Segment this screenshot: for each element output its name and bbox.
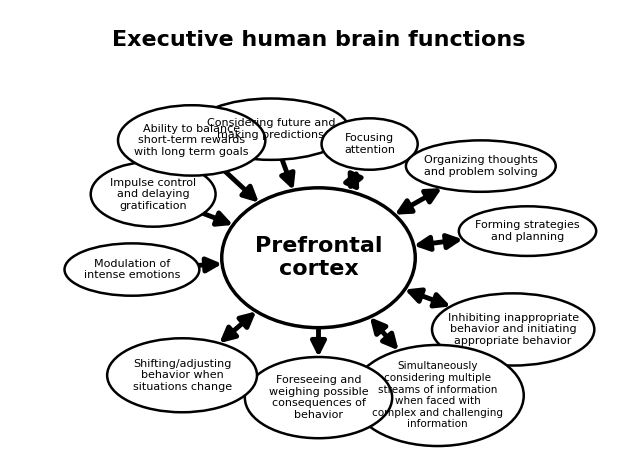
Ellipse shape [459, 206, 596, 256]
FancyArrowPatch shape [312, 328, 325, 352]
FancyArrowPatch shape [203, 213, 228, 224]
Ellipse shape [64, 243, 199, 296]
FancyArrowPatch shape [345, 172, 361, 188]
Ellipse shape [193, 99, 349, 160]
Ellipse shape [406, 141, 555, 192]
FancyArrowPatch shape [199, 259, 217, 271]
Text: Impulse control
and delaying
gratification: Impulse control and delaying gratificati… [110, 178, 196, 211]
Text: Inhibiting inappropriate
behavior and initiating
appropriate behavior: Inhibiting inappropriate behavior and in… [448, 313, 579, 346]
Ellipse shape [222, 188, 415, 328]
FancyArrowPatch shape [224, 315, 252, 340]
Ellipse shape [118, 105, 266, 176]
Text: Simultaneously
considering multiple
streams of information
when faced with
compl: Simultaneously considering multiple stre… [372, 361, 503, 430]
FancyArrowPatch shape [282, 159, 293, 185]
Text: Shifting/adjusting
behavior when
situations change: Shifting/adjusting behavior when situati… [132, 359, 232, 392]
FancyArrowPatch shape [373, 321, 395, 346]
Ellipse shape [322, 118, 418, 170]
FancyArrowPatch shape [410, 290, 445, 306]
FancyArrowPatch shape [399, 191, 437, 212]
Text: Modulation of
intense emotions: Modulation of intense emotions [83, 259, 180, 280]
Text: Foreseeing and
weighing possible
consequences of
behavior: Foreseeing and weighing possible consequ… [269, 375, 368, 420]
FancyArrowPatch shape [419, 235, 457, 250]
Text: Organizing thoughts
and problem solving: Organizing thoughts and problem solving [424, 155, 538, 177]
Ellipse shape [352, 345, 524, 446]
Ellipse shape [245, 357, 392, 438]
Text: Forming strategies
and planning: Forming strategies and planning [475, 220, 580, 242]
FancyArrowPatch shape [225, 172, 255, 199]
Text: Considering future and
making predictions: Considering future and making prediction… [206, 118, 335, 140]
Ellipse shape [432, 293, 594, 366]
Text: Ability to balance
short-term rewards
with long term goals: Ability to balance short-term rewards wi… [134, 124, 249, 157]
Text: Focusing
attention: Focusing attention [344, 133, 395, 155]
Text: Executive human brain functions: Executive human brain functions [111, 30, 526, 50]
Ellipse shape [107, 338, 257, 412]
Ellipse shape [90, 162, 215, 227]
Text: Prefrontal
cortex: Prefrontal cortex [255, 236, 382, 279]
